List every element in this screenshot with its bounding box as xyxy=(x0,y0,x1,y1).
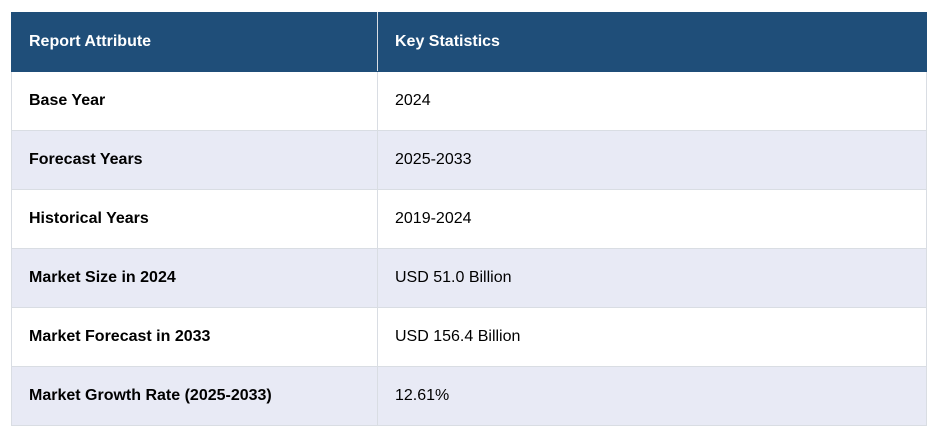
table-row: Market Growth Rate (2025-2033) 12.61% xyxy=(11,366,927,426)
row-attribute: Market Size in 2024 xyxy=(11,248,378,308)
row-attribute: Market Growth Rate (2025-2033) xyxy=(11,366,378,426)
table-row: Historical Years 2019-2024 xyxy=(11,189,927,249)
table-header-row: Report Attribute Key Statistics xyxy=(11,12,927,72)
header-key-statistics: Key Statistics xyxy=(377,12,927,72)
row-value: 2019-2024 xyxy=(377,189,927,249)
table-row: Market Size in 2024 USD 51.0 Billion xyxy=(11,248,927,308)
row-attribute: Base Year xyxy=(11,71,378,131)
table-row: Base Year 2024 xyxy=(11,71,927,131)
row-attribute: Market Forecast in 2033 xyxy=(11,307,378,367)
row-value: 12.61% xyxy=(377,366,927,426)
row-value: USD 156.4 Billion xyxy=(377,307,927,367)
report-attributes-table: Report Attribute Key Statistics Base Yea… xyxy=(11,12,927,426)
row-attribute: Forecast Years xyxy=(11,130,378,190)
row-value: 2024 xyxy=(377,71,927,131)
row-value: USD 51.0 Billion xyxy=(377,248,927,308)
table-row: Forecast Years 2025-2033 xyxy=(11,130,927,190)
header-report-attribute: Report Attribute xyxy=(11,12,378,72)
table-row: Market Forecast in 2033 USD 156.4 Billio… xyxy=(11,307,927,367)
row-value: 2025-2033 xyxy=(377,130,927,190)
row-attribute: Historical Years xyxy=(11,189,378,249)
